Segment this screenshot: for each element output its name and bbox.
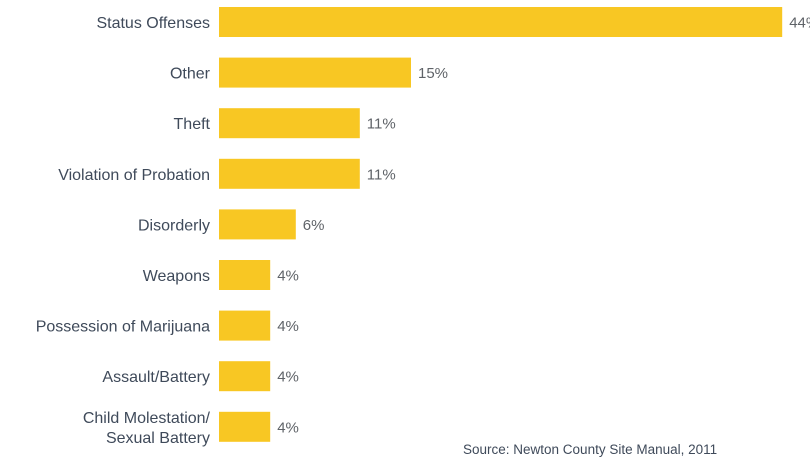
category-label-line: Possession of Marijuana	[36, 319, 210, 336]
category-label-line: Theft	[174, 116, 211, 133]
bar	[219, 310, 271, 341]
value-label: 4%	[277, 318, 299, 335]
value-label: 15%	[418, 65, 448, 82]
category-label: Theft	[174, 116, 211, 133]
value-labels-group: 44% 15% 11% 11% 6% 4% 4% 4% 4%	[277, 15, 810, 437]
category-label: Status Offenses	[96, 15, 210, 32]
bar	[219, 209, 296, 240]
category-label-line: Sexual Battery	[106, 430, 210, 447]
category-label-line: Violation of Probation	[58, 167, 210, 184]
source-note: Source: Newton County Site Manual, 2011	[463, 442, 718, 457]
category-label-line: Child Molestation/	[83, 410, 211, 427]
category-label: Child Molestation/Sexual Battery	[83, 410, 211, 447]
category-label: Other	[170, 66, 211, 83]
category-label: Possession of Marijuana	[36, 319, 210, 336]
value-label: 44%	[789, 15, 810, 32]
value-label: 11%	[367, 166, 396, 183]
bar	[219, 361, 271, 392]
category-label: Violation of Probation	[58, 167, 210, 184]
category-label-line: Assault/Battery	[102, 369, 210, 386]
category-label: Disorderly	[138, 217, 210, 234]
bar	[219, 108, 360, 139]
category-label-line: Other	[170, 66, 211, 83]
value-label: 4%	[277, 268, 299, 285]
category-label: Weapons	[143, 268, 210, 285]
category-labels-group: Status Offenses Other Theft Violation of Pr…	[36, 15, 211, 447]
bar	[219, 158, 360, 189]
value-label: 11%	[367, 116, 396, 133]
bar	[219, 260, 271, 290]
value-label: 4%	[277, 369, 299, 386]
category-label: Assault/Battery	[102, 369, 210, 386]
bar	[219, 57, 411, 88]
bar	[219, 7, 783, 37]
category-label-line: Status Offenses	[96, 15, 210, 32]
value-label: 4%	[277, 419, 299, 436]
category-label-line: Disorderly	[138, 217, 210, 234]
bar	[219, 411, 271, 442]
value-label: 6%	[303, 217, 325, 234]
category-label-line: Weapons	[143, 268, 210, 285]
bars-group	[219, 7, 783, 442]
